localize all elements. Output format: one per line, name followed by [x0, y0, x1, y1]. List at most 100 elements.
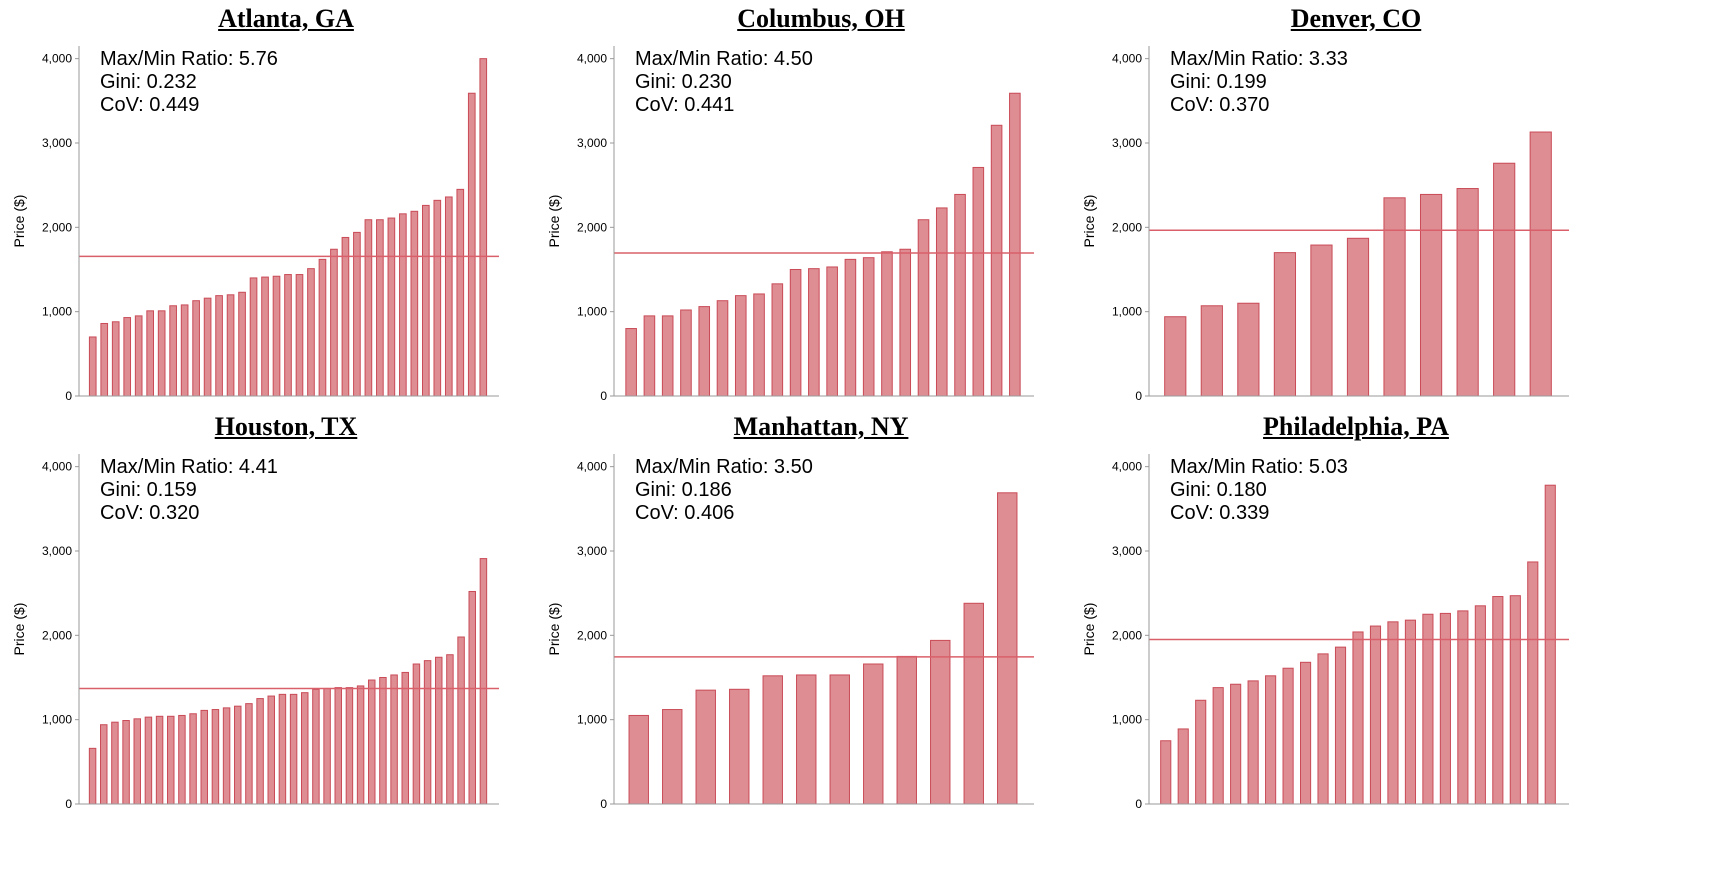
bar — [1177, 728, 1189, 805]
bar — [997, 492, 1018, 805]
bar — [829, 674, 850, 805]
bar — [1352, 631, 1364, 805]
bar — [444, 196, 453, 397]
bar — [167, 715, 175, 805]
bar — [1404, 619, 1417, 805]
bar — [628, 714, 649, 805]
y-tick-label: 1,000 — [577, 713, 607, 727]
bar — [972, 166, 985, 397]
bar — [323, 687, 331, 805]
bar — [180, 304, 189, 397]
bar — [1419, 193, 1443, 397]
y-tick-label: 0 — [65, 797, 72, 811]
y-tick-label: 0 — [600, 389, 607, 403]
bar — [111, 321, 120, 397]
stats-line: Gini: 0.199 — [1170, 71, 1267, 93]
bar — [1273, 252, 1297, 397]
bar — [401, 671, 409, 805]
bar — [1509, 595, 1521, 805]
bar — [134, 315, 143, 397]
bar — [863, 663, 884, 805]
bar — [698, 306, 711, 397]
bar — [222, 707, 231, 805]
stats-line: Gini: 0.230 — [635, 71, 732, 93]
bar — [762, 675, 783, 805]
bar — [1544, 484, 1556, 805]
bar-chart-svg: 0 1,000 2,000 3,000 4,000 Price ($) — [11, 454, 499, 811]
bar — [1456, 188, 1479, 397]
bar — [364, 219, 373, 397]
stats-line: Gini: 0.186 — [635, 479, 732, 501]
bar — [917, 219, 930, 397]
bar — [963, 602, 984, 805]
bar — [1527, 561, 1539, 805]
bar — [390, 674, 398, 805]
bar — [234, 705, 242, 805]
bar — [1282, 667, 1294, 805]
bar — [88, 336, 97, 397]
bar — [318, 258, 327, 397]
y-tick-label: 3,000 — [1112, 544, 1142, 558]
bar — [1310, 244, 1333, 397]
stats-annotation: Max/Min Ratio: 4.50 Gini: 0.230 CoV: 0.441 — [635, 48, 813, 117]
bar — [468, 590, 476, 805]
bar — [1317, 653, 1329, 805]
stats-line: CoV: 0.449 — [100, 94, 200, 116]
bar — [1230, 683, 1242, 805]
chart-title: Atlanta, GA — [218, 4, 354, 33]
chart-title: Houston, TX — [214, 412, 358, 441]
bar — [1247, 680, 1259, 805]
bar — [479, 558, 488, 805]
stats-line: CoV: 0.339 — [1170, 502, 1270, 524]
bar — [307, 268, 315, 397]
bar — [826, 266, 838, 397]
y-tick-label: 4,000 — [577, 460, 607, 474]
chart-title: Denver, CO — [1290, 4, 1422, 33]
bar — [211, 709, 220, 805]
bar — [334, 687, 342, 805]
bar — [446, 654, 454, 805]
stats-line: Max/Min Ratio: 5.76 — [100, 48, 278, 70]
y-tick-label: 3,000 — [42, 544, 72, 558]
bar — [169, 305, 177, 397]
bar — [625, 328, 637, 397]
stats-line: Max/Min Ratio: 4.50 — [635, 48, 813, 70]
bar — [422, 204, 430, 397]
bar — [155, 715, 164, 805]
bar — [1383, 197, 1406, 397]
bar — [729, 688, 750, 805]
chart-panel: Atlanta, GA 0 1,000 2,000 3,000 4,000 Price ($… — [0, 0, 572, 443]
bar — [144, 716, 153, 805]
y-tick-label: 1,000 — [42, 305, 72, 319]
bar — [662, 709, 683, 805]
stats-line: Max/Min Ratio: 3.50 — [635, 456, 813, 478]
stats-line: CoV: 0.370 — [1170, 94, 1270, 116]
bar — [256, 698, 264, 805]
y-axis-label: Price ($) — [1081, 195, 1097, 248]
bar — [368, 679, 376, 805]
bar — [1369, 625, 1382, 805]
bar — [479, 58, 488, 397]
bar-chart-svg: 0 1,000 2,000 3,000 4,000 Price ($) — [11, 46, 499, 403]
bar — [844, 258, 857, 397]
bar — [771, 283, 784, 397]
bar — [1265, 675, 1277, 805]
bar — [200, 709, 208, 805]
bar — [456, 188, 465, 397]
stats-line: Gini: 0.180 — [1170, 479, 1267, 501]
bar — [796, 674, 817, 805]
bar — [423, 660, 432, 805]
y-tick-label: 2,000 — [1112, 628, 1142, 642]
y-tick-label: 0 — [1135, 389, 1142, 403]
bar — [284, 274, 292, 397]
y-tick-label: 2,000 — [42, 220, 72, 234]
bar — [680, 309, 692, 397]
bar — [896, 655, 917, 805]
bar — [261, 276, 269, 397]
stats-line: Max/Min Ratio: 3.33 — [1170, 48, 1348, 70]
bar — [1387, 621, 1399, 805]
y-axis-label: Price ($) — [546, 195, 562, 248]
bar — [100, 322, 109, 397]
bar — [1422, 613, 1434, 805]
y-tick-label: 0 — [600, 797, 607, 811]
